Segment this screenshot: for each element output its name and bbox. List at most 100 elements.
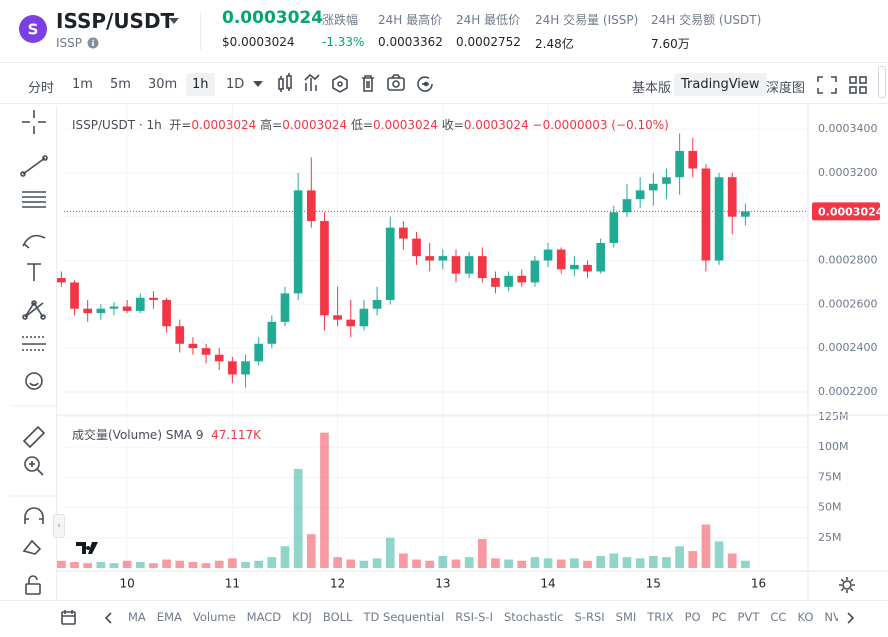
indicator[interactable]: CC (770, 610, 787, 624)
volume-bar (701, 524, 711, 568)
candle-body (385, 227, 395, 300)
chart: 10 11 12 13 14 15 16 0.0002200 0.0002400 0.000260… (57, 104, 888, 600)
volume-bar (596, 555, 606, 568)
candle-body (188, 343, 198, 349)
interval[interactable]: 1D (226, 77, 245, 92)
volume-bar (570, 558, 579, 568)
volume-bar (543, 558, 553, 568)
candle-body (333, 315, 342, 320)
bottom-icons[interactable] (60, 609, 120, 627)
candle-body (228, 361, 237, 375)
dropdown-arrow[interactable] (168, 17, 180, 25)
volume-bar (517, 560, 527, 568)
candle-body (135, 297, 145, 311)
volume-bar (438, 555, 448, 568)
volume-bar (714, 541, 724, 568)
volume-bar (425, 560, 435, 568)
volume-bar (188, 561, 198, 568)
indicator[interactable]: TRIX (647, 610, 674, 624)
interval[interactable]: 5m (110, 77, 131, 92)
volume-bar (306, 534, 316, 568)
indicator[interactable]: PVT (737, 610, 760, 624)
volume-bar (359, 560, 369, 568)
volume-bar (727, 553, 737, 568)
volume-bar (583, 560, 592, 568)
interval[interactable]: 30m (148, 77, 178, 92)
volume-bar (622, 557, 632, 568)
info-icon[interactable] (87, 37, 99, 49)
candle-body (346, 319, 356, 327)
volume-bar (267, 557, 277, 568)
candle-body (714, 177, 724, 261)
candle-body (83, 308, 93, 314)
interval[interactable]: 分时 (28, 81, 55, 96)
volume-bar (280, 546, 290, 568)
logo-letter: S (28, 21, 39, 39)
interval[interactable]: 1m (72, 77, 93, 92)
candle-body (70, 282, 79, 309)
volume-bar (135, 561, 145, 568)
stat-value: 0.0003362 (378, 35, 443, 49)
indicator[interactable]: RSI-S-I (455, 610, 493, 624)
candle-body (241, 361, 250, 375)
indicator[interactable]: KO (797, 610, 814, 624)
indicator[interactable]: Volume (192, 610, 236, 624)
view-option[interactable]: 深度图 (766, 81, 806, 96)
candle-body (320, 221, 329, 316)
volume-bar (228, 558, 237, 568)
indicator-list: MA EMA Volume MACD KDJ BOLL TD Sequential RSI-S… (128, 610, 838, 624)
candle-body (530, 260, 540, 283)
candle-body (122, 306, 132, 311)
candle-body (306, 190, 316, 222)
scroll-right[interactable] (843, 609, 859, 627)
volume-bar (385, 537, 395, 568)
separator (56, 106, 57, 601)
indicator[interactable]: KDJ (292, 610, 312, 624)
collapse-tab[interactable]: ‹ (53, 514, 65, 538)
ohlc-label: 高= (260, 118, 283, 132)
layout-icons[interactable] (815, 73, 875, 97)
candle-body (727, 177, 737, 217)
volume-bar (451, 559, 461, 568)
indicator[interactable]: EMA (156, 610, 182, 624)
drawing-tools[interactable] (0, 104, 60, 604)
indicator[interactable]: MA (128, 610, 146, 624)
candle-body (701, 168, 711, 261)
base-asset: ISSP (56, 36, 83, 50)
y-tick-label: 0.0002600 (818, 297, 878, 310)
indicator[interactable]: MACD (246, 610, 282, 624)
candle-body (464, 256, 474, 274)
y-tick-label: 0.0002800 (818, 254, 878, 267)
candle-body (293, 190, 303, 294)
interval-active[interactable]: 1h (186, 73, 215, 96)
x-tick-label: 15 (646, 577, 661, 591)
stat-value: 0.0002752 (456, 35, 521, 49)
indicator[interactable]: PC (711, 610, 727, 624)
indicator[interactable]: BOLL (322, 610, 353, 624)
volume-bar (412, 559, 421, 568)
toolbar-icons[interactable] (250, 70, 440, 98)
indicator[interactable]: SMI (615, 610, 637, 624)
scrollbar[interactable] (878, 66, 886, 98)
indicator[interactable]: Stochastic (503, 610, 564, 624)
view-option[interactable]: 基本版 (632, 81, 672, 96)
candle-body (149, 297, 158, 300)
symbol[interactable]: ISSP/USDT (56, 9, 175, 33)
candle-body (175, 326, 185, 344)
indicator[interactable]: TD Sequential (363, 610, 445, 624)
indicator[interactable]: S-RSI (574, 610, 605, 624)
view-option-active[interactable]: TradingView (674, 73, 767, 96)
indicator[interactable]: PO (684, 610, 701, 624)
volume-bar (662, 557, 671, 568)
candle-body (477, 256, 487, 279)
candle-body (267, 321, 277, 344)
volume-bar (122, 560, 132, 568)
volume-bar (293, 468, 303, 568)
candle-body (517, 275, 527, 283)
volume-bar (688, 551, 698, 568)
candle-body (609, 212, 619, 243)
settings-icon[interactable] (837, 575, 857, 595)
stat-label: 24H 最低价 (456, 13, 521, 27)
indicator[interactable]: NV (824, 610, 838, 624)
y-tick-label: 0.0003200 (818, 166, 878, 179)
